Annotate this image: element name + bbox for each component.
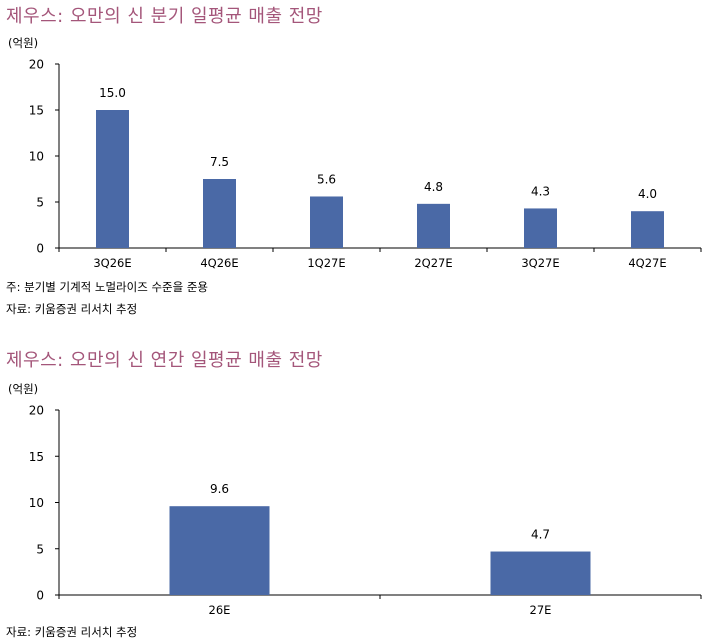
chart1-category-label-4Q27E: 4Q27E (628, 256, 666, 270)
chart1-data-label-3Q26E: 15.0 (99, 86, 126, 100)
chart1-y-tick-label: 5 (36, 196, 44, 210)
chart2-data-label-27E: 4.7 (531, 528, 550, 542)
chart1-bar-4Q26E (203, 179, 236, 248)
chart2-y-axis-label: (억원) (8, 382, 38, 396)
chart2-title: 제우스: 오만의 신 연간 일평균 매출 전망 (6, 350, 323, 371)
chart2-y-tick-label: 20 (29, 404, 44, 418)
chart2-data-label-26E: 9.6 (210, 482, 229, 496)
chart2-y-tick-label: 15 (29, 450, 44, 464)
chart2-category-label-27E: 27E (530, 603, 552, 617)
chart1-data-label-2Q27E: 4.8 (424, 180, 443, 194)
chart2-category-label-26E: 26E (209, 603, 231, 617)
chart1-category-label-3Q26E: 3Q26E (93, 256, 131, 270)
chart2-y-tick-label: 10 (29, 496, 44, 510)
chart1-footnote: 주: 분기별 기계적 노멀라이즈 수준을 준용 (6, 280, 209, 294)
chart1-bar-3Q26E (96, 110, 129, 248)
chart2-y-tick-label: 0 (36, 589, 44, 603)
chart1-title: 제우스: 오만의 신 분기 일평균 매출 전망 (6, 6, 323, 27)
chart2-bar-26E (169, 506, 270, 595)
chart1-bar-2Q27E (417, 203, 450, 248)
chart1-y-tick-label: 15 (29, 104, 44, 118)
chart1-data-label-3Q27E: 4.3 (531, 184, 550, 198)
chart1-data-label-4Q27E: 4.0 (638, 187, 657, 201)
chart1-bar-4Q27E (631, 211, 664, 248)
chart1-data-label-1Q27E: 5.6 (317, 172, 336, 186)
chart1-category-label-4Q26E: 4Q26E (200, 256, 238, 270)
chart1-category-label-1Q27E: 1Q27E (307, 256, 345, 270)
chart1-y-axis-label: (억원) (8, 36, 38, 50)
chart1-category-label-2Q27E: 2Q27E (414, 256, 452, 270)
chart1-data-label-4Q26E: 7.5 (210, 155, 229, 169)
annual-bar-chart: (억원) 0 5 10 15 20 9.6 26E 4.7 27E (8, 382, 702, 617)
chart1-y-tick-label: 0 (36, 242, 44, 256)
chart2-bar-27E (490, 551, 591, 595)
chart1-y-tick-label: 10 (29, 150, 44, 164)
chart1-bar-3Q27E (524, 208, 557, 248)
chart1-category-label-3Q27E: 3Q27E (521, 256, 559, 270)
chart1-source: 자료: 키움증권 리서치 추정 (6, 302, 138, 316)
chart1-y-tick-label: 20 (29, 58, 44, 72)
chart2-y-tick-label: 5 (36, 542, 44, 556)
quarterly-bar-chart: (억원) 0 5 10 15 20 15.0 3Q26E 7.5 4Q26E 5.6 1Q27E 4.8… (8, 36, 702, 270)
chart2-source: 자료: 키움증권 리서치 추정 (6, 625, 138, 639)
chart1-bar-1Q27E (310, 196, 343, 248)
